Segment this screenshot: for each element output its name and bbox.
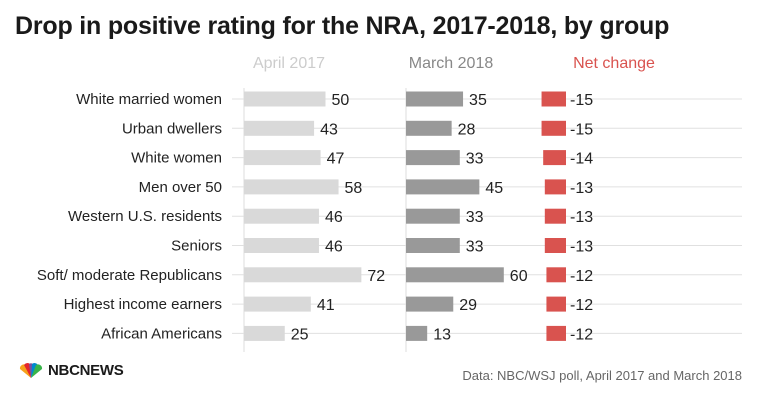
april-bar xyxy=(244,267,362,283)
april-value: 47 xyxy=(327,151,345,168)
march-value: 28 xyxy=(458,121,476,138)
march-bar xyxy=(406,91,464,107)
march-bar xyxy=(406,238,460,253)
march-value: 13 xyxy=(433,326,451,343)
net-change-value: -13 xyxy=(570,209,593,226)
net-change-value: -12 xyxy=(570,297,593,314)
nbc-news-logo: NBCNEWS xyxy=(18,362,124,379)
april-value: 46 xyxy=(325,239,343,256)
net-change-value: -13 xyxy=(570,239,593,256)
net-change-value: -12 xyxy=(570,326,593,343)
april-value: 50 xyxy=(332,92,350,109)
row-label: Urban dwellers xyxy=(122,120,222,137)
row-label: Men over 50 xyxy=(139,179,222,196)
net-change-bar xyxy=(544,179,566,195)
net-change-bar xyxy=(546,267,566,283)
april-bar xyxy=(244,150,321,166)
row-label: African Americans xyxy=(101,325,222,342)
march-bar xyxy=(406,325,428,341)
march-bar xyxy=(406,208,460,224)
net-change-bar xyxy=(541,120,566,136)
row-label: Western U.S. residents xyxy=(68,208,222,225)
row-label: White women xyxy=(131,150,222,167)
source-note: Data: NBC/WSJ poll, April 2017 and March… xyxy=(462,368,742,383)
march-bar xyxy=(406,120,452,136)
net-change-value: -13 xyxy=(570,180,593,197)
april-bar xyxy=(244,120,315,136)
march-value: 33 xyxy=(466,239,484,256)
march-value: 35 xyxy=(469,92,487,109)
april-bar xyxy=(244,179,339,195)
net-change-value: -12 xyxy=(570,268,593,285)
net-change-bar xyxy=(544,238,566,253)
april-bar xyxy=(244,208,319,224)
chart-title: Drop in positive rating for the NRA, 201… xyxy=(15,12,670,40)
net-change-bar xyxy=(543,150,566,166)
april-value: 58 xyxy=(345,180,363,197)
row-label: Soft/ moderate Republicans xyxy=(37,267,222,284)
march-value: 33 xyxy=(466,209,484,226)
peacock-icon xyxy=(19,362,43,378)
march-bar xyxy=(406,296,454,312)
net-change-value: -15 xyxy=(570,92,593,109)
april-bar xyxy=(244,91,326,107)
net-change-bar xyxy=(544,208,566,224)
column-header: April 2017 xyxy=(253,55,325,72)
row-label: Highest income earners xyxy=(64,296,222,313)
march-value: 60 xyxy=(510,268,528,285)
march-value: 29 xyxy=(459,297,477,314)
column-header: March 2018 xyxy=(409,55,494,72)
march-bar xyxy=(406,179,480,195)
net-change-value: -15 xyxy=(570,121,593,138)
march-bar xyxy=(406,267,504,283)
march-bar xyxy=(406,150,460,166)
march-value: 33 xyxy=(466,151,484,168)
column-header: Net change xyxy=(573,55,655,72)
april-value: 41 xyxy=(317,297,335,314)
logo-text: NBCNEWS xyxy=(48,362,124,379)
net-change-bar xyxy=(541,91,566,107)
march-value: 45 xyxy=(485,180,503,197)
april-value: 72 xyxy=(367,268,385,285)
net-change-bar xyxy=(546,296,566,312)
net-change-value: -14 xyxy=(570,151,593,168)
april-value: 25 xyxy=(291,326,309,343)
april-bar xyxy=(244,296,311,312)
row-label: Seniors xyxy=(171,238,222,255)
row-label: White married women xyxy=(76,91,222,108)
april-bar xyxy=(244,325,285,341)
net-change-bar xyxy=(546,325,566,341)
april-bar xyxy=(244,238,319,253)
april-value: 46 xyxy=(325,209,343,226)
april-value: 43 xyxy=(320,121,338,138)
